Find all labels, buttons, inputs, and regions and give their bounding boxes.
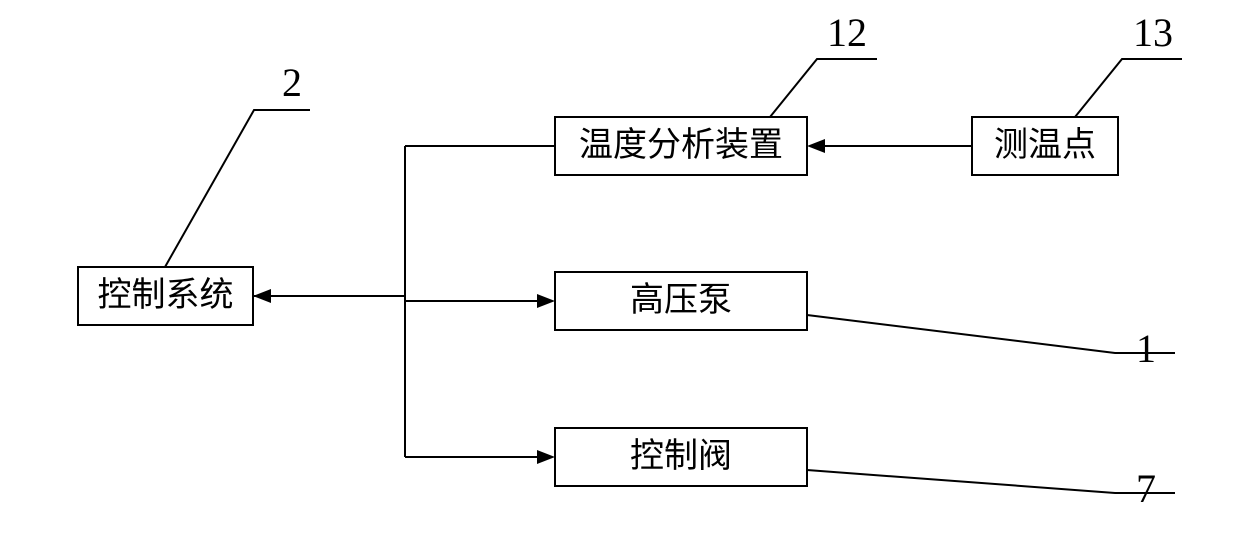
temp-point-node: 测温点 13 <box>972 10 1182 175</box>
control-system-node: 控制系统 2 <box>78 60 310 325</box>
control-valve-leader <box>807 470 1175 493</box>
high-pressure-pump-leader <box>807 315 1175 353</box>
temp-point-leader <box>1075 59 1182 117</box>
control-valve-node: 控制阀 7 <box>555 428 1175 511</box>
temp-analyzer-label: 温度分析装置 <box>579 126 783 164</box>
analyzer-to-control <box>253 146 555 303</box>
control-to-valve <box>405 296 555 464</box>
block-diagram: 控制系统 2 温度分析装置 12 测温点 13 高压泵 1 控制阀 7 <box>0 0 1240 547</box>
temp-analyzer-node: 温度分析装置 12 <box>555 10 877 175</box>
high-pressure-pump-node: 高压泵 1 <box>555 272 1175 371</box>
temp-point-number: 13 <box>1133 10 1173 55</box>
high-pressure-pump-number: 1 <box>1136 326 1156 371</box>
temp-analyzer-leader <box>770 59 877 117</box>
temp-point-label: 测温点 <box>994 126 1096 164</box>
temp-point-to-analyzer <box>807 139 972 153</box>
control-system-leader <box>165 110 310 267</box>
high-pressure-pump-label: 高压泵 <box>630 281 732 319</box>
control-valve-label: 控制阀 <box>630 437 732 475</box>
control-system-label: 控制系统 <box>98 276 234 314</box>
temp-analyzer-number: 12 <box>827 10 867 55</box>
control-valve-number: 7 <box>1136 466 1156 511</box>
control-system-number: 2 <box>282 60 302 105</box>
